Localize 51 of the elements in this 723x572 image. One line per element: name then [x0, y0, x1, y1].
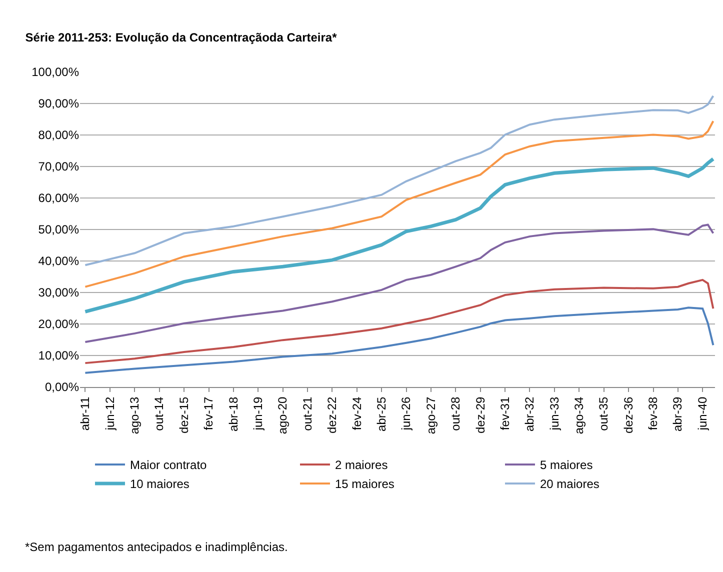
x-tick-label: dez-22 — [325, 396, 340, 434]
legend-label: 2 maiores — [335, 458, 388, 472]
legend-label: Maior contrato — [130, 458, 208, 472]
y-tick-label: 90,00% — [38, 96, 80, 111]
x-tick-label: abr-11 — [78, 396, 92, 431]
legend-label: 15 maiores — [335, 477, 394, 492]
x-tick-label: ago-13 — [128, 396, 142, 434]
x-tick-label: fev-17 — [202, 396, 216, 430]
y-tick-label: 30,00% — [38, 286, 80, 300]
x-tick-label: jun-12 — [102, 396, 117, 432]
x-tick-label: out-35 — [596, 396, 611, 431]
x-tick-label: fev-31 — [498, 396, 512, 430]
y-tick-label: 20,00% — [38, 317, 80, 332]
chart-title: Série 2011-253: Evolução da Concentraçãoda Carteira* — [25, 30, 338, 44]
line-series — [84, 278, 714, 364]
y-tick-label: 60,00% — [38, 191, 80, 206]
x-tick-label: jun-33 — [547, 396, 562, 432]
legend-label: 10 maiores — [130, 477, 190, 492]
line-series — [84, 120, 714, 288]
y-tick-label: 50,00% — [38, 222, 80, 237]
y-tick-label: 0,00% — [44, 380, 80, 394]
x-tick-label: out-28 — [448, 396, 463, 431]
x-tick-label: abr-32 — [522, 396, 537, 432]
x-tick-label: abr-39 — [670, 396, 685, 432]
x-tick-label: out-14 — [152, 396, 166, 431]
x-tick-label: ago-20 — [276, 396, 290, 434]
line-series — [84, 94, 714, 266]
x-tick-label: ago-27 — [424, 396, 438, 434]
x-tick-label: out-21 — [300, 396, 314, 431]
x-tick-label: jun-26 — [399, 396, 414, 432]
line-series — [84, 224, 714, 343]
x-tick-label: dez-29 — [473, 396, 488, 434]
x-tick-label: dez-15 — [176, 396, 191, 434]
x-tick-label: jun-19 — [250, 396, 265, 432]
y-tick-label: 80,00% — [38, 128, 80, 142]
y-tick-label: 40,00% — [38, 254, 80, 268]
line-series — [83, 157, 715, 314]
x-tick-label: jun-40 — [696, 396, 710, 432]
text: *Sem pagamentos antecipados e inadimplências. — [25, 540, 288, 554]
x-tick-label: ago-34 — [572, 396, 586, 434]
x-tick-label: fev-38 — [646, 396, 660, 430]
x-tick-label: abr-18 — [226, 396, 240, 432]
x-tick-label: dez-36 — [621, 396, 636, 434]
x-tick-label: fev-24 — [350, 396, 364, 430]
x-tick-label: abr-25 — [374, 396, 388, 432]
y-tick-label: 100,00% — [32, 65, 80, 80]
y-tick-label: 70,00% — [38, 160, 80, 174]
line-series — [84, 306, 714, 374]
legend-label: 20 maiores — [540, 477, 600, 492]
legend-label: 5 maiores — [540, 458, 593, 472]
y-tick-label: 10,00% — [38, 348, 80, 363]
